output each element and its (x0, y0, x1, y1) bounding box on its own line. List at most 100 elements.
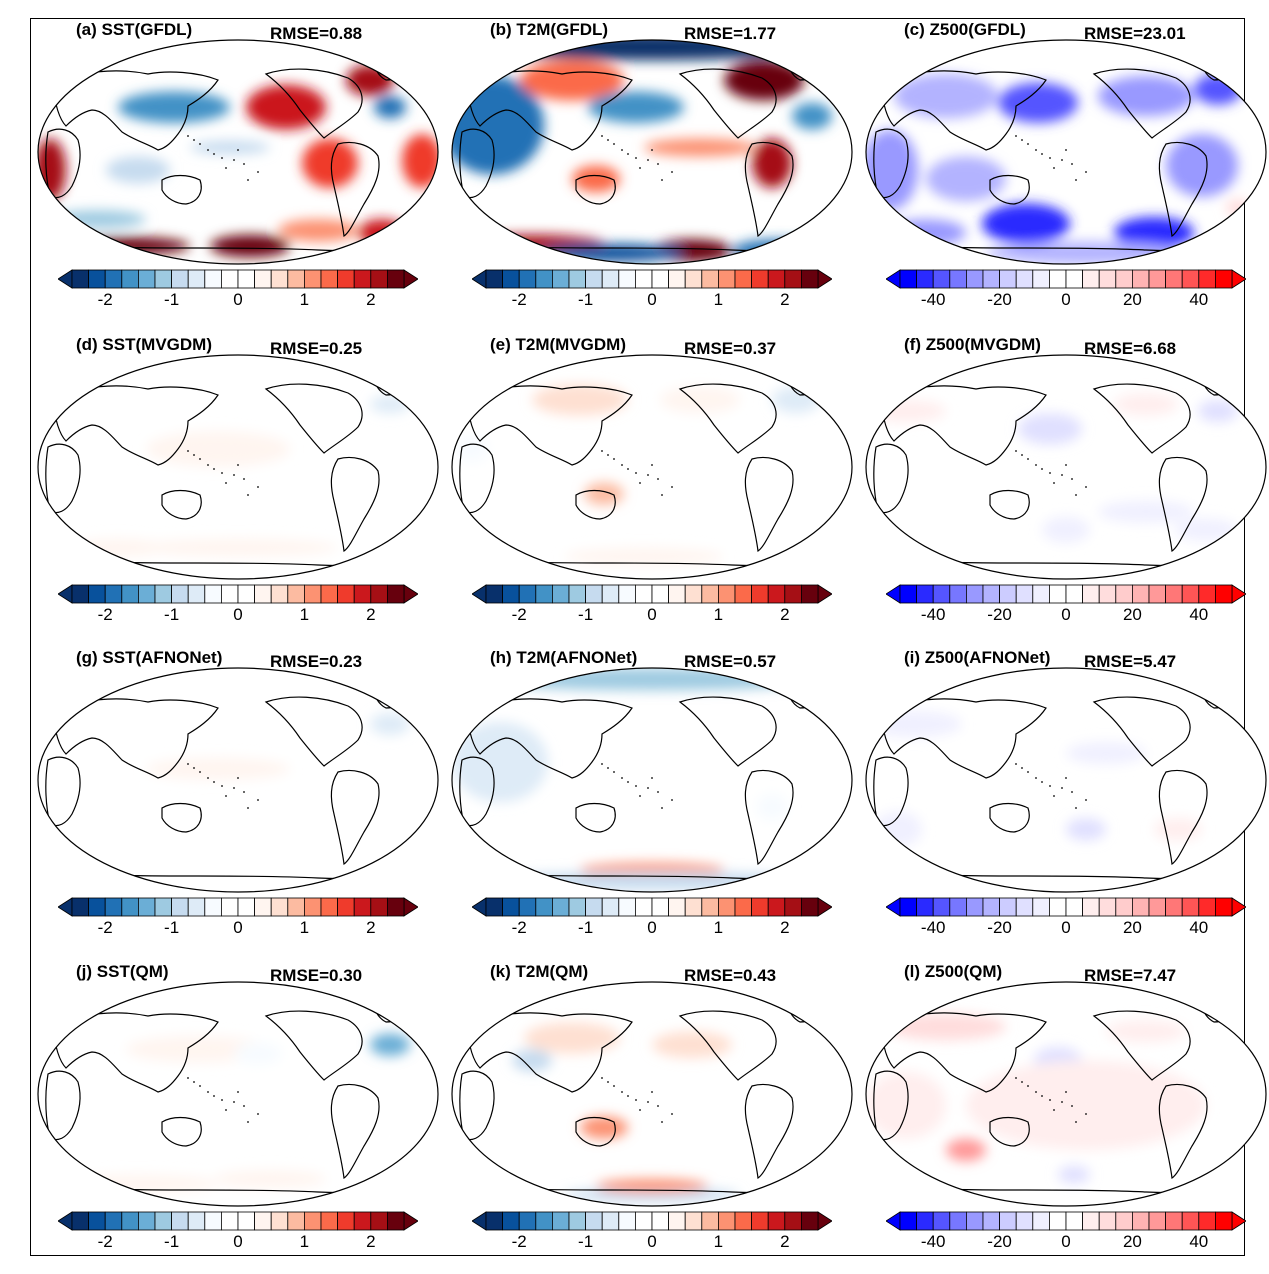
colorbar-cell (651, 1211, 670, 1231)
island-dot (213, 468, 215, 470)
colorbar-cell (701, 584, 719, 604)
anomaly-blob (126, 1035, 270, 1063)
colorbar-cell (88, 269, 106, 289)
globe-outline (865, 667, 1267, 893)
colorbar-cell (320, 897, 339, 917)
colorbar-cell (982, 897, 1001, 917)
island-dot (1085, 1113, 1087, 1115)
colorbar: -40 -20 0 20 40 (886, 1211, 1246, 1250)
colorbar-cell (502, 1211, 520, 1231)
colorbar-tick-label: 1 (714, 290, 723, 308)
colorbar-cell (220, 1211, 239, 1231)
colorbar-tick-label: 0 (233, 918, 242, 936)
colorbar-cell (1048, 1211, 1067, 1231)
colorbar-tick-label: -1 (578, 918, 593, 936)
colorbar-cell (187, 584, 206, 604)
coastline (264, 68, 363, 139)
island-dot (621, 464, 623, 466)
colorbar-cell (171, 1211, 189, 1231)
globe-map (865, 39, 1267, 265)
anomaly-blob (1018, 413, 1082, 445)
colorbar-cell (684, 269, 703, 289)
colorbar-cell (204, 584, 222, 604)
globe-outline (865, 354, 1267, 580)
colorbar-cell (337, 897, 355, 917)
colorbar-cell (220, 269, 239, 289)
island-dot (639, 795, 641, 797)
colorbar-cell (254, 584, 272, 604)
colorbar-cell (370, 1211, 388, 1231)
island-dot (1065, 1091, 1067, 1093)
colorbar-cell (1198, 1211, 1216, 1231)
colorbar-cell (1065, 269, 1084, 289)
colorbar-cell (1082, 584, 1100, 604)
island-dot (635, 157, 637, 159)
island-dot (1035, 777, 1037, 779)
colorbar-arrow-low (472, 269, 487, 289)
colorbar-cell (353, 269, 372, 289)
coastline (459, 443, 495, 514)
rmse-label: RMSE=0.57 (684, 652, 777, 671)
map-panel-k: (k) T2M(QM) RMSE=0.43 -2 -1 0 1 2 (448, 962, 856, 1262)
colorbar-cell (1148, 269, 1167, 289)
island-dot (1075, 807, 1077, 809)
anomaly-blob (1042, 516, 1090, 544)
island-dot (1015, 135, 1017, 137)
anomaly-blob (1106, 1020, 1186, 1043)
island-dot (1041, 153, 1043, 155)
colorbar-tick-label: 1 (714, 605, 723, 623)
island-dot (1061, 474, 1063, 476)
globe-map (451, 667, 853, 893)
colorbar-arrow-high (817, 897, 832, 917)
colorbar-tick-label: 2 (366, 605, 375, 623)
colorbar-cell (916, 584, 934, 604)
island-dot (1061, 159, 1063, 161)
colorbar-cell (71, 1211, 90, 1231)
panel-title: (d) SST(MVGDM) (76, 335, 212, 354)
colorbar-tick-label: 40 (1189, 1232, 1208, 1250)
colorbar-cell (121, 897, 139, 917)
colorbar-cell (552, 897, 570, 917)
colorbar-cell (485, 269, 504, 289)
colorbar-cell (171, 584, 189, 604)
colorbar-cell (585, 897, 603, 917)
colorbar-tick-label: 0 (647, 605, 656, 623)
anomaly-blob (644, 138, 756, 157)
island-dot (193, 454, 195, 456)
colorbar-cell (104, 1211, 123, 1231)
colorbar-arrow-high (403, 584, 418, 604)
panel-title: (a) SST(GFDL) (76, 20, 193, 39)
coastline (264, 696, 363, 767)
colorbar-cell (337, 584, 355, 604)
colorbar-tick-label: -2 (512, 290, 527, 308)
colorbar-tick-label: 40 (1189, 918, 1208, 936)
coastline (989, 1116, 1030, 1147)
island-dot (1021, 767, 1023, 769)
colorbar-cell (1181, 1211, 1200, 1231)
island-dot (1075, 179, 1077, 181)
colorbar-cell (1214, 269, 1233, 289)
anomaly-blob (1166, 134, 1238, 197)
colorbar-cell (1131, 897, 1150, 917)
colorbar-cell (254, 269, 272, 289)
colorbar-cell (966, 269, 984, 289)
colorbar-cell (601, 1211, 620, 1231)
colorbar-cell (1181, 269, 1200, 289)
coastline (161, 802, 202, 833)
island-dot (1053, 482, 1055, 484)
colorbar-cell (154, 897, 173, 917)
colorbar-cell (386, 584, 405, 604)
globe-outline (37, 667, 439, 893)
colorbar-cell (370, 584, 388, 604)
colorbar-cell (618, 584, 636, 604)
colorbar-arrow-low (886, 1211, 901, 1231)
coastline (1158, 141, 1208, 238)
coastline (1092, 1010, 1191, 1081)
colorbar-cell (932, 1211, 951, 1231)
colorbar-cell (187, 897, 206, 917)
colorbar-cell (138, 269, 156, 289)
panel-title: (i) Z500(AFNONet) (904, 648, 1051, 667)
globe-map (451, 39, 853, 265)
colorbar-cell (1065, 584, 1084, 604)
colorbar-tick-label: 0 (233, 290, 242, 308)
